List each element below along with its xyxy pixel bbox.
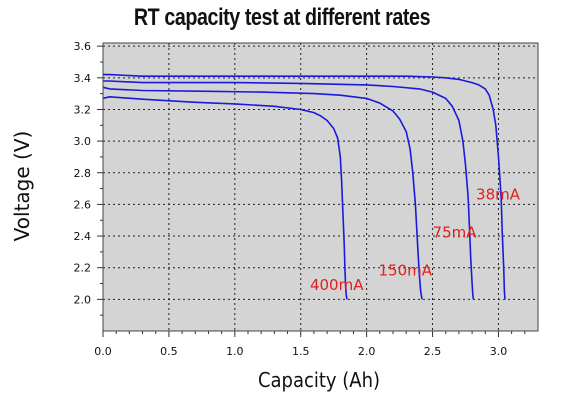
x-tick-label: 0.5 bbox=[160, 345, 178, 358]
y-tick-label: 2.8 bbox=[74, 167, 92, 180]
rate-label-150mA: 150mA bbox=[379, 262, 433, 280]
rate-label-75mA: 75mA bbox=[433, 224, 478, 242]
y-tick-label: 3.4 bbox=[74, 72, 92, 85]
y-tick-label: 3.6 bbox=[74, 40, 92, 53]
y-tick-label: 2.4 bbox=[74, 230, 92, 243]
grid bbox=[103, 43, 538, 331]
rate-label-38mA: 38mA bbox=[476, 186, 521, 204]
series-line-400mA bbox=[102, 96, 348, 300]
x-tick-label: 1.0 bbox=[226, 345, 244, 358]
x-axis-label: Capacity (Ah) bbox=[257, 368, 381, 392]
rate-annotations: 38mA 75mA 150mA 400mA bbox=[310, 186, 521, 294]
x-tick-label: 2.5 bbox=[424, 345, 442, 358]
series-line-150mA bbox=[102, 86, 423, 300]
y-tick-label: 2.6 bbox=[74, 198, 92, 211]
chart-title: RT capacity test at different rates bbox=[133, 4, 431, 31]
series-line-75mA bbox=[103, 80, 475, 300]
series-line-38mA bbox=[103, 73, 506, 300]
x-tick-label: 0.0 bbox=[94, 345, 112, 358]
y-tick-label: 2.2 bbox=[74, 262, 92, 275]
series-lines bbox=[102, 73, 506, 300]
x-tick-label: 1.5 bbox=[292, 345, 310, 358]
rate-label-400mA: 400mA bbox=[310, 276, 364, 294]
y-tick-label: 2.0 bbox=[74, 293, 92, 306]
y-axis-label: Voltage (V) bbox=[10, 130, 34, 242]
plot-frame bbox=[102, 42, 539, 332]
y-tick-label: 3.2 bbox=[74, 103, 92, 116]
y-tick-label: 3.0 bbox=[74, 135, 92, 148]
x-tick-label: 2.0 bbox=[358, 345, 376, 358]
axis-ticks: 0.0 0.5 1.0 1.5 2.0 2.5 3.0 2.0 2.2 2.4 2.6 2.8 3.0 3… bbox=[74, 40, 526, 358]
x-tick-label: 3.0 bbox=[490, 345, 508, 358]
